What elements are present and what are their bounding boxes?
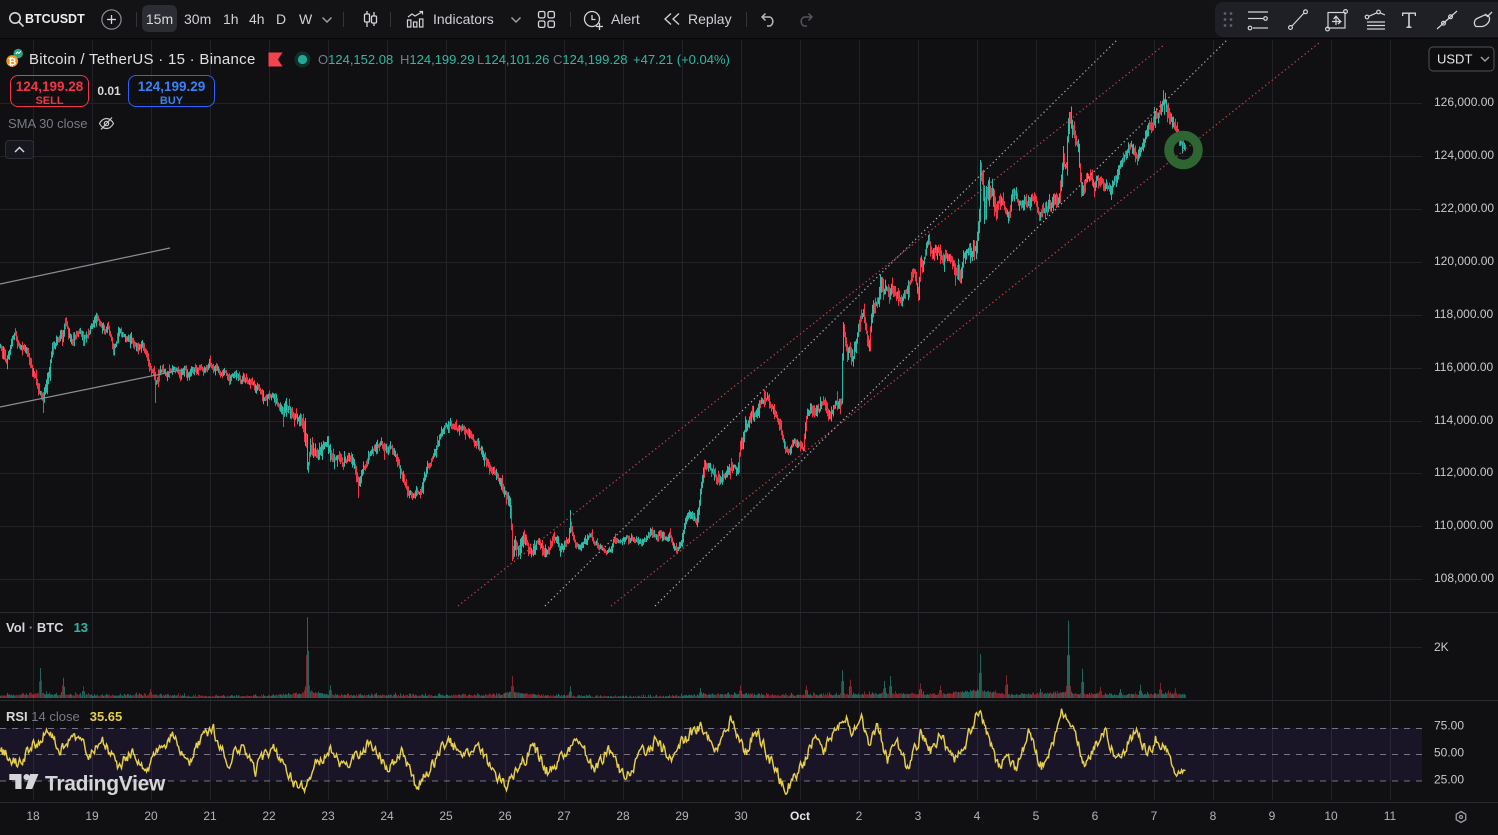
svg-text:124,000.00: 124,000.00 xyxy=(1434,148,1494,162)
svg-text:25: 25 xyxy=(439,809,453,823)
svg-text:USDT: USDT xyxy=(1437,52,1472,67)
svg-text:Oct: Oct xyxy=(790,809,810,823)
svg-text:9: 9 xyxy=(1269,809,1276,823)
svg-text:2: 2 xyxy=(856,809,863,823)
svg-text:50.00: 50.00 xyxy=(1434,746,1464,760)
svg-text:114,000.00: 114,000.00 xyxy=(1434,413,1493,427)
svg-text:₿: ₿ xyxy=(8,56,16,68)
svg-text:27: 27 xyxy=(557,809,571,823)
svg-text:10: 10 xyxy=(1324,809,1338,823)
svg-text:26: 26 xyxy=(498,809,512,823)
svg-text:112,000.00: 112,000.00 xyxy=(1434,465,1493,479)
svg-text:122,000.00: 122,000.00 xyxy=(1434,201,1494,215)
svg-text:29: 29 xyxy=(675,809,689,823)
svg-text:110,000.00: 110,000.00 xyxy=(1434,518,1493,532)
svg-text:22: 22 xyxy=(262,809,276,823)
svg-text:5: 5 xyxy=(1033,809,1040,823)
svg-text:75.00: 75.00 xyxy=(1434,719,1464,733)
svg-text:2K: 2K xyxy=(1434,640,1449,654)
svg-text:6: 6 xyxy=(1092,809,1099,823)
svg-text:23: 23 xyxy=(321,809,335,823)
svg-text:8: 8 xyxy=(1210,809,1217,823)
svg-text:18: 18 xyxy=(26,809,40,823)
svg-text:TradingView: TradingView xyxy=(45,773,166,796)
svg-text:108,000.00: 108,000.00 xyxy=(1434,571,1494,585)
svg-text:21: 21 xyxy=(203,809,217,823)
svg-text:118,000.00: 118,000.00 xyxy=(1434,307,1493,321)
svg-text:116,000.00: 116,000.00 xyxy=(1434,360,1493,374)
svg-text:24: 24 xyxy=(380,809,394,823)
svg-text:7: 7 xyxy=(1151,809,1158,823)
svg-text:20: 20 xyxy=(144,809,158,823)
svg-text:120,000.00: 120,000.00 xyxy=(1434,254,1494,268)
svg-text:4: 4 xyxy=(974,809,981,823)
svg-text:30: 30 xyxy=(734,809,748,823)
svg-text:28: 28 xyxy=(616,809,630,823)
svg-text:19: 19 xyxy=(85,809,99,823)
svg-text:11: 11 xyxy=(1384,809,1397,823)
svg-text:126,000.00: 126,000.00 xyxy=(1434,95,1494,109)
svg-text:3: 3 xyxy=(915,809,922,823)
svg-text:25.00: 25.00 xyxy=(1434,773,1464,787)
